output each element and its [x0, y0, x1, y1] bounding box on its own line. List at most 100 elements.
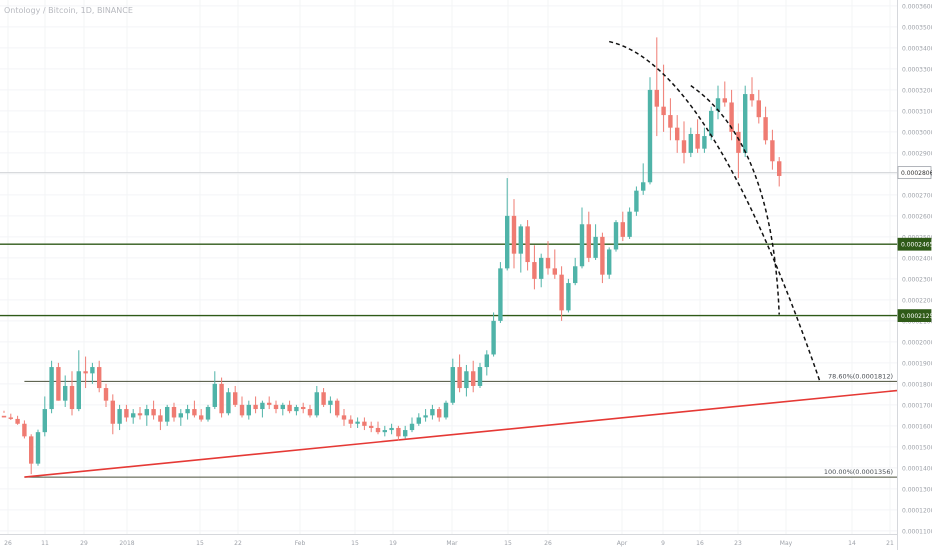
- time-tick-label: Apr: [617, 540, 628, 547]
- price-tick-label: 0.0001900: [902, 360, 932, 367]
- time-tick-label: 9: [661, 540, 665, 547]
- candle-body: [192, 409, 197, 416]
- level-price-label: 0.0002125: [897, 309, 932, 323]
- candle-body: [736, 131, 741, 153]
- time-tick-label: 11: [41, 540, 49, 547]
- candle-body: [749, 94, 755, 101]
- candle: [90, 362, 95, 384]
- candle-body: [620, 222, 625, 237]
- price-tick-label: 0.0002600: [902, 213, 932, 220]
- time-tick-label: 29: [80, 540, 88, 547]
- candle-body: [722, 98, 727, 103]
- price-label-text: 0.0002806: [901, 170, 932, 177]
- candle: [471, 360, 476, 393]
- time-tick-label: 14: [848, 540, 856, 547]
- candle: [287, 400, 292, 414]
- candle: [178, 409, 183, 426]
- candle: [83, 356, 88, 389]
- candle: [654, 37, 659, 137]
- candle: [749, 77, 755, 107]
- candle: [362, 417, 367, 431]
- candle: [321, 388, 326, 407]
- candle-body: [539, 257, 544, 279]
- candle-body: [464, 371, 469, 389]
- candle-body: [22, 423, 27, 437]
- time-tick-label: 26: [544, 540, 552, 547]
- candle-body: [15, 418, 20, 424]
- candle: [103, 383, 109, 407]
- candles: [1, 37, 782, 475]
- candle-body: [280, 404, 285, 410]
- candle: [294, 404, 299, 416]
- candle: [307, 404, 313, 418]
- candle: [613, 220, 619, 252]
- price-tick-label: 0.0002200: [902, 297, 932, 304]
- time-tick-label: 21: [886, 540, 894, 547]
- candle: [97, 360, 102, 393]
- candle: [688, 127, 693, 158]
- price-tick-label: 0.0003300: [902, 66, 932, 73]
- candle-body: [498, 268, 503, 321]
- candle: [22, 420, 27, 439]
- candle-body: [110, 400, 115, 424]
- price-tick-label: 0.0001700: [902, 402, 932, 409]
- candle-body: [518, 226, 523, 254]
- candle-body: [239, 404, 245, 416]
- candle: [457, 354, 462, 393]
- candle: [736, 123, 741, 179]
- candle: [355, 417, 360, 428]
- candle: [641, 163, 646, 195]
- price-axis[interactable]: 0.0003600 0.0003500 0.0003400 0.0003300 0.00…: [897, 0, 932, 550]
- candle: [491, 312, 496, 357]
- candle-body: [260, 402, 265, 410]
- candle: [212, 371, 217, 410]
- price-axis-background: [897, 0, 932, 550]
- candle: [532, 245, 537, 290]
- chart-title: Ontology / Bitcoin, 1D, BINANCE: [4, 6, 133, 15]
- candle: [49, 360, 54, 414]
- time-axis[interactable]: 26 11 29 2018 15 22 Feb 15 19 Mar 15 26 Apr 9 16 23 May 1…: [0, 534, 897, 548]
- candle: [477, 362, 483, 389]
- candle: [8, 413, 13, 420]
- candle: [15, 415, 20, 425]
- candle: [124, 404, 129, 422]
- candle: [246, 400, 251, 420]
- candle-body: [627, 211, 632, 237]
- candle-body: [56, 367, 61, 401]
- candle-body: [457, 367, 462, 389]
- candle: [627, 207, 632, 239]
- candle-body: [171, 406, 177, 418]
- price-tick-label: 0.0002300: [902, 276, 932, 283]
- candle-body: [675, 127, 680, 141]
- candle-body: [151, 409, 156, 416]
- candle-body: [437, 409, 442, 418]
- candle-body: [396, 427, 401, 437]
- candle-body: [253, 404, 258, 410]
- candle: [559, 266, 564, 321]
- candle: [42, 396, 47, 437]
- candle-body: [335, 400, 340, 416]
- candle: [192, 400, 197, 418]
- candle: [185, 404, 190, 420]
- time-tick-label: 15: [351, 540, 359, 547]
- candle-body: [226, 392, 231, 414]
- candle: [450, 358, 455, 405]
- candle-body: [756, 100, 761, 118]
- candle-body: [219, 383, 224, 414]
- candle: [382, 425, 387, 437]
- candle-body: [273, 404, 279, 410]
- candle: [729, 89, 734, 141]
- candle: [151, 400, 156, 420]
- candle-body: [654, 89, 659, 107]
- candle-body: [688, 133, 693, 153]
- candle-body: [29, 436, 34, 464]
- candle-body: [355, 421, 360, 424]
- candle: [416, 413, 421, 426]
- price-tick-label: 0.0001100: [902, 528, 932, 535]
- price-tick-label: 0.0001200: [902, 507, 932, 514]
- candle-body: [484, 354, 489, 368]
- candle-body: [450, 367, 455, 403]
- candle-body: [144, 409, 149, 416]
- time-tick-label: 2018: [119, 540, 134, 547]
